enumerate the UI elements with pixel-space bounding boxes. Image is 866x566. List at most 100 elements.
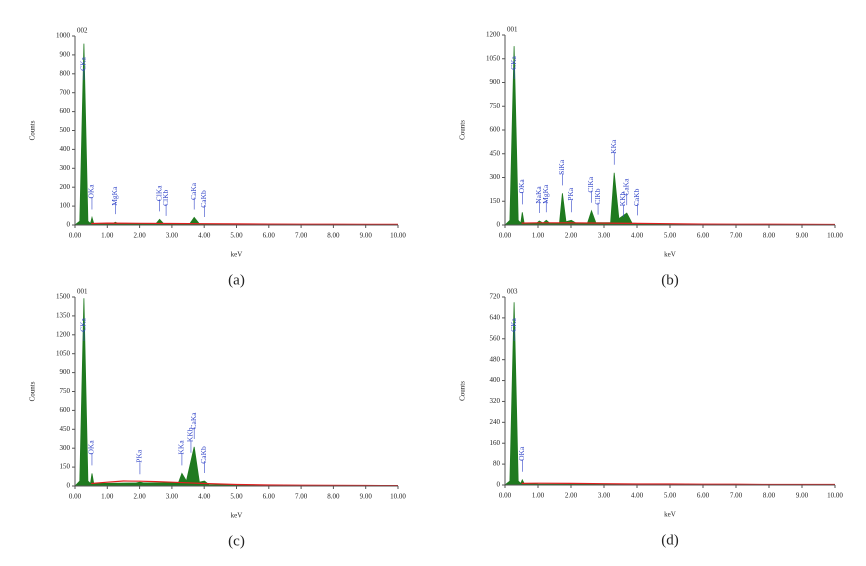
y-tick-label: 700: [60, 88, 71, 96]
x-tick-label: 1.00: [101, 232, 114, 240]
x-tick-label: 1.00: [101, 493, 114, 501]
x-axis-label: keV: [231, 251, 243, 259]
caption: (c): [228, 533, 245, 549]
spectrum-area: [504, 46, 836, 226]
y-axis-label: Counts: [29, 120, 37, 140]
x-tick-label: 5.00: [664, 492, 677, 500]
x-tick-label: 0.00: [69, 232, 82, 240]
chart-title: 003: [507, 288, 518, 296]
x-tick-label: 2.00: [565, 492, 578, 500]
x-tick-label: 10.00: [827, 492, 843, 500]
y-axis-label: Counts: [459, 381, 467, 401]
y-tick-label: 600: [60, 406, 71, 414]
x-tick-label: 6.00: [697, 232, 710, 240]
peak-label: SiKa: [557, 159, 566, 175]
peak-label: CaKb: [199, 190, 208, 208]
y-tick-label: 320: [490, 397, 501, 405]
background-line: [91, 222, 398, 225]
y-tick-label: 600: [60, 107, 71, 115]
x-tick-label: 0.00: [69, 493, 82, 501]
peak-label: OKa: [517, 179, 526, 194]
peak-label: ClKa: [154, 185, 163, 202]
x-tick-label: 4.00: [198, 232, 211, 240]
peak-label: KKb: [618, 191, 627, 206]
y-tick-label: 80: [493, 460, 501, 468]
x-tick-label: 6.00: [697, 492, 710, 500]
spectrum-area: [504, 302, 836, 486]
y-tick-label: 300: [490, 173, 501, 181]
peak-label: OKa: [87, 184, 96, 199]
x-tick-label: 7.00: [295, 232, 308, 240]
peak-label: MgKa: [110, 186, 119, 206]
y-tick-label: 1000: [56, 32, 71, 40]
x-tick-label: 5.00: [664, 232, 677, 240]
x-tick-label: 8.00: [763, 232, 776, 240]
peak-label: CaKb: [632, 188, 641, 206]
peak-label: CKa: [509, 317, 518, 331]
peak-label: CaKa: [189, 182, 198, 200]
peak-label: OKa: [517, 446, 526, 461]
y-tick-label: 600: [490, 126, 501, 134]
x-tick-label: 0.00: [499, 232, 512, 240]
y-tick-label: 150: [60, 463, 71, 471]
y-tick-label: 0: [67, 482, 71, 490]
x-tick-label: 3.00: [166, 493, 179, 501]
x-tick-label: 6.00: [263, 232, 276, 240]
x-tick-label: 10.00: [390, 232, 406, 240]
chart-title: 001: [77, 288, 88, 296]
x-tick-label: 9.00: [360, 232, 373, 240]
caption: (d): [661, 532, 679, 548]
y-tick-label: 560: [490, 334, 501, 342]
x-tick-label: 0.00: [499, 492, 512, 500]
y-axis-label: Counts: [459, 120, 467, 140]
x-tick-label: 9.00: [360, 493, 373, 501]
y-tick-label: 900: [60, 368, 71, 376]
y-tick-label: 900: [490, 78, 501, 86]
y-tick-label: 100: [60, 202, 71, 210]
y-tick-label: 200: [60, 183, 71, 191]
y-tick-label: 900: [60, 51, 71, 59]
y-tick-label: 160: [490, 439, 501, 447]
spectrum-area: [74, 43, 399, 226]
spectrum-area: [74, 298, 399, 487]
peak-label: ClKa: [586, 176, 595, 193]
peak-label: ClKb: [593, 188, 602, 205]
x-tick-label: 2.00: [133, 493, 146, 501]
peak-label: MgKa: [541, 184, 550, 204]
peak-label: OKa: [87, 440, 96, 455]
x-tick-label: 3.00: [598, 492, 611, 500]
x-tick-label: 2.00: [565, 232, 578, 240]
y-tick-label: 240: [490, 418, 501, 426]
y-tick-label: 0: [497, 221, 501, 229]
y-tick-label: 750: [60, 387, 71, 395]
y-tick-label: 1200: [486, 31, 501, 39]
y-tick-label: 450: [60, 425, 71, 433]
x-tick-label: 7.00: [295, 493, 308, 501]
y-tick-label: 300: [60, 444, 71, 452]
x-tick-label: 10.00: [390, 493, 406, 501]
y-tick-label: 450: [490, 149, 501, 157]
y-tick-label: 1500: [56, 293, 71, 301]
x-tick-label: 8.00: [327, 232, 340, 240]
x-tick-label: 4.00: [631, 492, 644, 500]
x-tick-label: 5.00: [230, 232, 243, 240]
x-axis-label: keV: [664, 511, 676, 519]
caption: (a): [228, 272, 245, 288]
x-tick-label: 10.00: [827, 232, 843, 240]
x-tick-label: 1.00: [532, 492, 545, 500]
x-tick-label: 7.00: [730, 492, 743, 500]
x-tick-label: 5.00: [230, 493, 243, 501]
peak-label: PKa: [135, 449, 144, 463]
peak-label: KKb: [186, 427, 195, 442]
y-axis-label: Counts: [29, 381, 37, 401]
peak-label: CaKa: [621, 178, 630, 196]
background-line: [521, 222, 836, 226]
y-tick-label: 800: [60, 69, 71, 77]
x-axis-label: keV: [231, 512, 243, 520]
y-tick-label: 400: [60, 145, 71, 153]
x-tick-label: 2.00: [133, 232, 146, 240]
y-tick-label: 1200: [56, 330, 71, 338]
x-tick-label: 9.00: [796, 232, 809, 240]
peak-label: CaKa: [189, 412, 198, 430]
